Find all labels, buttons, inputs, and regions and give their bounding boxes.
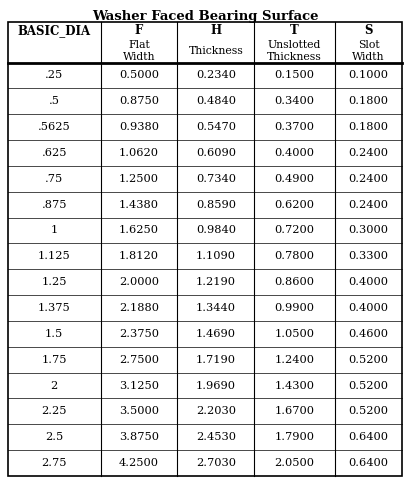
Text: 1.2500: 1.2500 <box>119 174 159 184</box>
Text: 1.7190: 1.7190 <box>196 355 235 365</box>
Text: 1.2190: 1.2190 <box>196 277 235 287</box>
Text: 1.8120: 1.8120 <box>119 251 159 261</box>
Text: 2.1880: 2.1880 <box>119 303 159 313</box>
Text: 1: 1 <box>51 226 58 236</box>
Text: 2.7500: 2.7500 <box>119 355 159 365</box>
Text: H: H <box>210 24 221 37</box>
Text: 0.7340: 0.7340 <box>196 174 235 184</box>
Text: 0.4000: 0.4000 <box>274 148 314 158</box>
Text: 0.6400: 0.6400 <box>348 432 388 442</box>
Text: 0.2400: 0.2400 <box>348 148 388 158</box>
Text: 0.6090: 0.6090 <box>196 148 235 158</box>
Text: 1.3440: 1.3440 <box>196 303 235 313</box>
Text: 0.4000: 0.4000 <box>348 303 388 313</box>
Text: 1.125: 1.125 <box>38 251 70 261</box>
Text: 1.75: 1.75 <box>41 355 67 365</box>
Text: 0.4900: 0.4900 <box>274 174 314 184</box>
Text: 1.25: 1.25 <box>41 277 67 287</box>
Text: .25: .25 <box>45 70 63 80</box>
Text: 0.3400: 0.3400 <box>274 96 314 106</box>
Text: 2.25: 2.25 <box>41 406 67 416</box>
Text: 0.3300: 0.3300 <box>348 251 388 261</box>
Text: 0.9380: 0.9380 <box>119 122 159 132</box>
Text: 1.6250: 1.6250 <box>119 226 159 236</box>
Text: 2.5: 2.5 <box>45 432 63 442</box>
Text: S: S <box>363 24 372 37</box>
Text: .5: .5 <box>49 96 60 106</box>
Text: 0.1500: 0.1500 <box>274 70 314 80</box>
Text: 0.2340: 0.2340 <box>196 70 235 80</box>
Text: 3.8750: 3.8750 <box>119 432 159 442</box>
Text: 1.5: 1.5 <box>45 329 63 339</box>
Text: 1.6700: 1.6700 <box>274 406 314 416</box>
Text: 0.9840: 0.9840 <box>196 226 235 236</box>
Text: 1.9690: 1.9690 <box>196 381 235 390</box>
Text: Flat
Width: Flat Width <box>122 40 155 62</box>
Text: 0.4600: 0.4600 <box>348 329 388 339</box>
Text: 1.4380: 1.4380 <box>119 200 159 210</box>
Text: 0.5200: 0.5200 <box>348 381 388 390</box>
Text: 2.7030: 2.7030 <box>196 458 235 468</box>
Text: 0.5470: 0.5470 <box>196 122 235 132</box>
Text: 2.4530: 2.4530 <box>196 432 235 442</box>
Text: 0.1000: 0.1000 <box>348 70 388 80</box>
Text: Unslotted
Thickness: Unslotted Thickness <box>267 40 321 62</box>
Text: 1.0500: 1.0500 <box>274 329 314 339</box>
Text: T: T <box>290 24 298 37</box>
Text: 1.7900: 1.7900 <box>274 432 314 442</box>
Text: Washer Faced Bearing Surface: Washer Faced Bearing Surface <box>92 10 317 23</box>
Text: 0.5000: 0.5000 <box>119 70 159 80</box>
Text: 1.375: 1.375 <box>38 303 70 313</box>
Text: 1.4690: 1.4690 <box>196 329 235 339</box>
Text: 0.2400: 0.2400 <box>348 174 388 184</box>
Text: 1.2400: 1.2400 <box>274 355 314 365</box>
Text: 2.75: 2.75 <box>41 458 67 468</box>
Text: 0.4840: 0.4840 <box>196 96 235 106</box>
Text: 0.7800: 0.7800 <box>274 251 314 261</box>
Text: Thickness: Thickness <box>188 46 243 56</box>
Text: .625: .625 <box>41 148 67 158</box>
Text: 0.5200: 0.5200 <box>348 406 388 416</box>
Text: 3.1250: 3.1250 <box>119 381 159 390</box>
Text: 2.0500: 2.0500 <box>274 458 314 468</box>
Text: 0.8600: 0.8600 <box>274 277 314 287</box>
Text: 2.3750: 2.3750 <box>119 329 159 339</box>
Text: .875: .875 <box>41 200 67 210</box>
Text: 0.7200: 0.7200 <box>274 226 314 236</box>
Text: 0.1800: 0.1800 <box>348 96 388 106</box>
Text: .5625: .5625 <box>38 122 70 132</box>
Text: 0.1800: 0.1800 <box>348 122 388 132</box>
Text: 1.4300: 1.4300 <box>274 381 314 390</box>
Text: 0.2400: 0.2400 <box>348 200 388 210</box>
Text: 0.3700: 0.3700 <box>274 122 314 132</box>
Text: 0.8590: 0.8590 <box>196 200 235 210</box>
Text: 0.8750: 0.8750 <box>119 96 159 106</box>
Text: 0.6200: 0.6200 <box>274 200 314 210</box>
Text: BASIC_DIA: BASIC_DIA <box>18 24 91 37</box>
Text: 0.9900: 0.9900 <box>274 303 314 313</box>
Text: 0.4000: 0.4000 <box>348 277 388 287</box>
Text: 2: 2 <box>51 381 58 390</box>
Text: 2.0000: 2.0000 <box>119 277 159 287</box>
Text: 1.1090: 1.1090 <box>196 251 235 261</box>
Text: 1.0620: 1.0620 <box>119 148 159 158</box>
Text: 3.5000: 3.5000 <box>119 406 159 416</box>
Text: 0.6400: 0.6400 <box>348 458 388 468</box>
Text: F: F <box>135 24 143 37</box>
Text: 4.2500: 4.2500 <box>119 458 159 468</box>
Text: 0.5200: 0.5200 <box>348 355 388 365</box>
Text: Slot
Width: Slot Width <box>351 40 384 62</box>
Text: 2.2030: 2.2030 <box>196 406 235 416</box>
Text: .75: .75 <box>45 174 63 184</box>
Text: 0.3000: 0.3000 <box>348 226 388 236</box>
